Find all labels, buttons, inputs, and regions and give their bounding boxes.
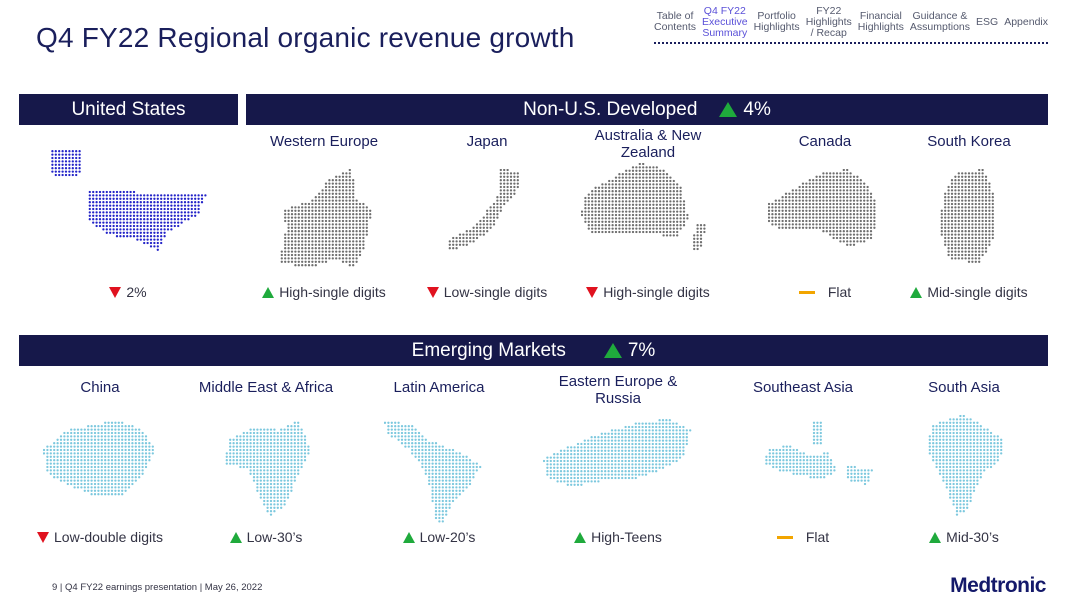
region-name: Canada [798,133,852,150]
region-name: Middle East & Africa [198,379,334,396]
region-eastern-europe-russia: Eastern Europe & Russia High-Teens [538,373,698,545]
region-status-text: High-single digits [279,284,386,300]
nav-fy22-highlights[interactable]: FY22 Highlights / Recap [805,4,852,39]
emerging-band-title: Emerging Markets [411,339,566,361]
region-name: Latin America [393,379,485,396]
south-korea-map-icon [940,169,994,263]
page-title: Q4 FY22 Regional organic revenue growth [36,22,575,53]
region-status: Flat [723,529,883,545]
flat-dash-icon [798,290,815,294]
china-map-icon [42,421,154,496]
up-arrow-icon [574,531,587,543]
region-status: High-single digits [244,284,404,300]
us-status: 2% [48,284,208,300]
region-south-korea: South Korea Mid-single digits [889,133,1049,300]
southeast-asia-map-icon [765,421,873,486]
up-arrow-icon [402,531,415,543]
up-arrow-icon [719,102,738,117]
nav-financial-highlights[interactable]: Financial Highlights [857,10,904,33]
region-china: China Low-double digits [20,379,180,545]
up-arrow-icon [910,286,923,298]
india-map-icon [928,415,1002,516]
region-japan: Japan Low-single digits [407,133,567,300]
us-band: United States [19,94,238,125]
down-arrow-icon [586,286,599,298]
up-arrow-icon [603,343,622,358]
region-name: Southeast Asia [752,379,854,396]
up-arrow-icon [929,531,942,543]
region-status-text: Low-double digits [54,529,163,545]
emerging-band-pct: 7% [627,339,656,361]
region-status: Low-double digits [20,529,180,545]
region-status: Flat [745,284,905,300]
down-arrow-icon [109,286,122,298]
region-middle-east-africa: Middle East & Africa Low-30’s [186,379,346,545]
region-australia-nz: Australia & New Zealand High-single digi… [568,127,728,300]
us-band-title: United States [71,98,186,120]
japan-map-icon [448,169,519,250]
region-name: South Asia [928,379,1000,396]
region-status: Low-20’s [359,529,519,545]
region-status-text: Low-20’s [419,529,476,545]
russia-map-icon [543,419,692,486]
developed-band: Non-U.S. Developed 4% [246,94,1048,125]
region-south-asia: South Asia Mid-30’s [884,379,1044,545]
region-name: Eastern Europe & Russia [558,373,678,407]
nav-esg[interactable]: ESG [976,15,999,28]
region-name: Japan [466,133,508,150]
us-status-text: 2% [126,284,147,300]
medtronic-logo: Medtronic [950,574,1046,597]
up-arrow-icon [262,286,275,298]
region-status-text: Mid-single digits [927,284,1028,300]
nav-guidance[interactable]: Guidance & Assumptions [909,10,971,33]
down-arrow-icon [426,286,439,298]
footer-text: 9 | Q4 FY22 earnings presentation | May … [52,582,263,593]
developed-band-title: Non-U.S. Developed [523,98,698,120]
region-status: Low-30’s [186,529,346,545]
section-nav: Table of Contents Q4 FY22 Executive Summ… [654,4,1048,44]
region-status-text: Flat [827,284,852,300]
nav-portfolio-highlights[interactable]: Portfolio Highlights [753,10,800,33]
emerging-band: Emerging Markets 7% [19,335,1048,366]
region-name: Australia & New Zealand [594,127,702,161]
nav-table-of-contents[interactable]: Table of Contents [654,10,697,33]
up-arrow-icon [229,531,242,543]
region-status: High-single digits [568,284,728,300]
nav-appendix[interactable]: Appendix [1004,15,1048,28]
region-status-text: Low-30’s [246,529,303,545]
developed-band-pct: 4% [743,98,771,120]
region-name: South Korea [927,133,1011,150]
us-map-icon [51,150,207,251]
down-arrow-icon [37,531,50,543]
region-western-europe: Western Europe High-single digits [244,133,404,300]
region-name: China [80,379,120,396]
western-europe-map-icon [280,169,372,267]
region-status-text: High-Teens [591,529,662,545]
region-status-text: High-single digits [603,284,710,300]
australia-map-icon [580,163,706,251]
region-latin-america: Latin America Low-20’s [359,379,519,545]
latin-america-map-icon [384,421,482,523]
canada-map-icon [767,169,876,246]
region-status: Mid-single digits [889,284,1049,300]
region-status: Mid-30’s [884,529,1044,545]
flat-dash-icon [776,535,793,539]
region-status-text: Mid-30’s [946,529,999,545]
region-canada: Canada Flat [745,133,905,300]
region-status: High-Teens [538,529,698,545]
region-status: Low-single digits [407,284,567,300]
region-us: 2% [48,140,208,300]
region-southeast-asia: Southeast Asia Flat [723,379,883,545]
nav-executive-summary[interactable]: Q4 FY22 Executive Summary [702,4,748,39]
region-status-text: Flat [805,529,830,545]
africa-map-icon [225,421,310,516]
region-name: Western Europe [269,133,379,150]
region-status-text: Low-single digits [443,284,548,300]
